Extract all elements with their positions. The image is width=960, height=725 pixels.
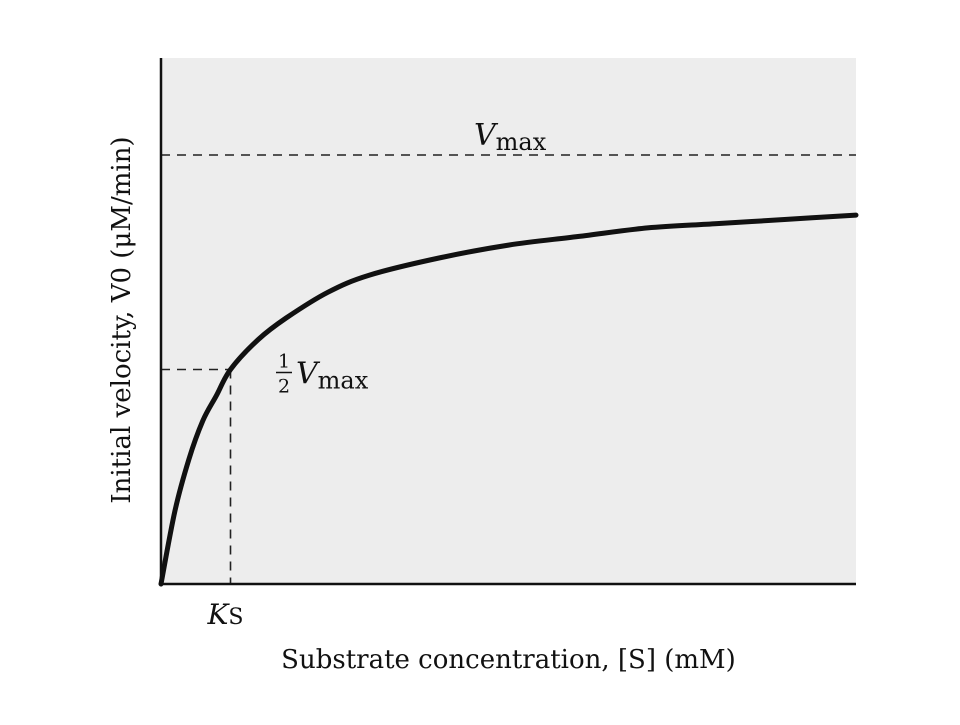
ks-symbol: K (207, 598, 231, 631)
half-vmax-subscript: max (318, 367, 369, 395)
half-vmax-label: 1 2 Vmax (276, 351, 369, 398)
velocity-curve (158, 212, 859, 587)
ks-label: KS (207, 598, 244, 631)
ks-subscript: S (228, 605, 243, 630)
plot-background (161, 58, 856, 584)
fraction-numerator: 1 (278, 351, 290, 373)
vmax-symbol: V (474, 118, 499, 153)
half-vmax-symbol-group: Vmax (296, 357, 369, 395)
y-axis-title: Initial velocity, V0 (μM/min) (107, 136, 137, 503)
vmax-label: Vmax (474, 118, 547, 156)
fraction-denominator: 2 (278, 376, 290, 398)
x-axis-title: Substrate concentration, [S] (mM) (281, 645, 736, 675)
half-vmax-symbol: V (296, 357, 321, 392)
vmax-subscript: max (496, 128, 547, 156)
